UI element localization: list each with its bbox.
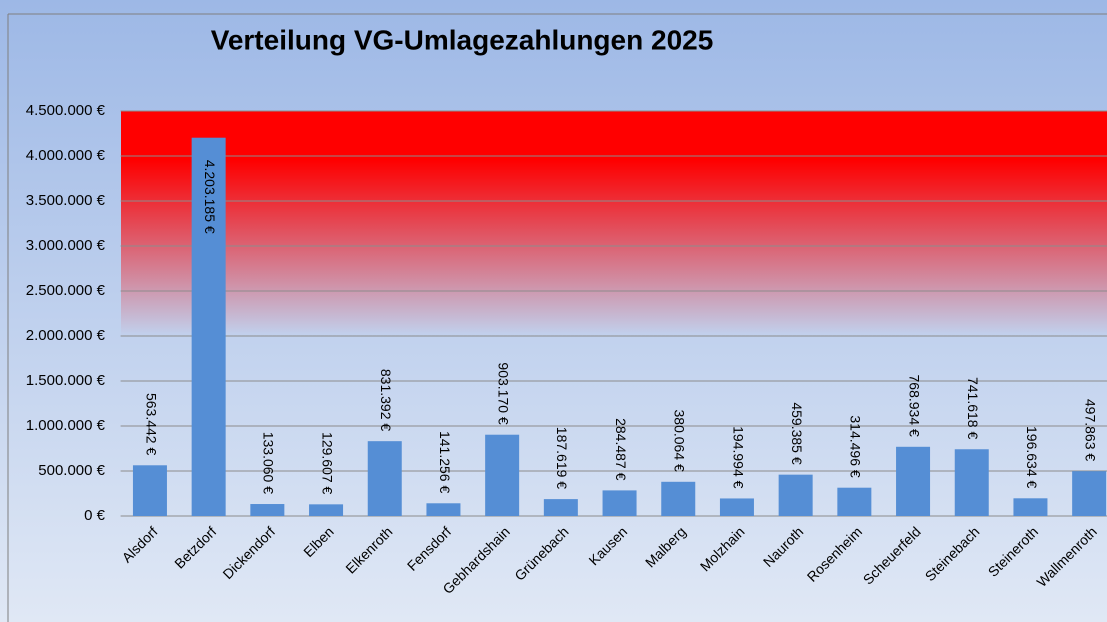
bar <box>426 503 461 516</box>
y-tick-label: 3.500.000 € <box>26 192 106 209</box>
bar <box>485 434 520 516</box>
y-tick-label: 0 € <box>84 507 106 524</box>
data-label: 741.618 € <box>965 377 981 439</box>
data-label: 314.496 € <box>848 415 864 477</box>
bar <box>543 499 578 516</box>
data-label: 196.634 € <box>1024 426 1040 488</box>
bar <box>778 474 813 516</box>
bar <box>309 504 344 516</box>
data-label: 187.619 € <box>554 427 570 489</box>
bar <box>954 449 989 516</box>
y-tick-label: 4.000.000 € <box>26 147 106 164</box>
data-label: 831.392 € <box>378 369 394 431</box>
data-label: 903.170 € <box>495 362 511 424</box>
bar <box>896 446 931 516</box>
data-label: 141.256 € <box>437 431 453 493</box>
y-tick-label: 1.500.000 € <box>26 372 106 389</box>
y-tick-label: 500.000 € <box>38 462 105 479</box>
bar <box>719 498 754 516</box>
bar <box>602 490 637 516</box>
bar <box>367 441 402 516</box>
data-label: 563.442 € <box>143 393 159 455</box>
bar <box>1013 498 1048 516</box>
bar <box>191 137 226 516</box>
bar <box>250 504 285 516</box>
y-tick-label: 3.000.000 € <box>26 237 106 254</box>
data-label: 284.487 € <box>613 418 629 480</box>
data-label: 459.385 € <box>789 402 805 464</box>
data-label: 768.934 € <box>906 374 922 436</box>
data-label: 129.607 € <box>319 432 335 494</box>
data-label: 380.064 € <box>672 409 688 471</box>
y-tick-label: 4.500.000 € <box>26 102 106 119</box>
bar <box>1072 471 1107 516</box>
data-label: 194.994 € <box>730 426 746 488</box>
data-label: 497.863 € <box>1082 399 1098 461</box>
warning-band <box>121 111 1107 336</box>
bar <box>132 465 167 516</box>
bar <box>837 487 872 516</box>
bar <box>661 481 696 516</box>
y-tick-label: 1.000.000 € <box>26 417 106 434</box>
y-tick-label: 2.500.000 € <box>26 282 106 299</box>
data-label: 133.060 € <box>261 432 277 494</box>
data-label: 4.203.185 € <box>202 160 218 234</box>
y-tick-label: 2.000.000 € <box>26 327 106 344</box>
chart-title: Verteilung VG-Umlagezahlungen 2025 <box>211 24 714 55</box>
